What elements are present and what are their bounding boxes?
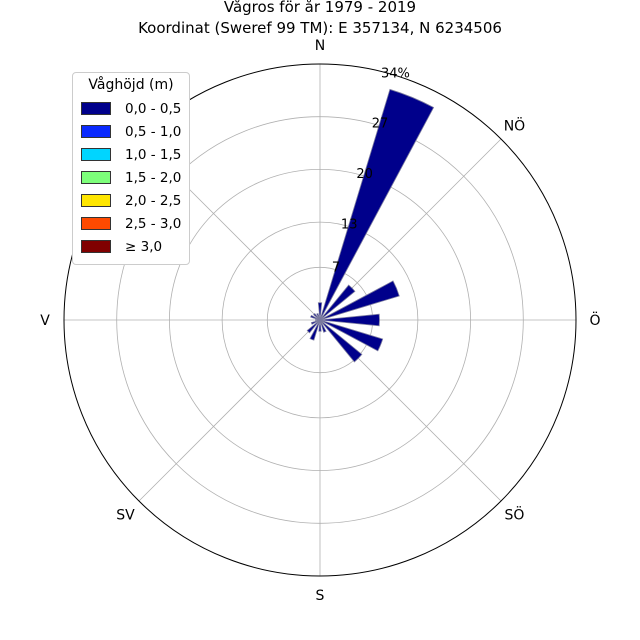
legend-item: 1,5 - 2,0 xyxy=(81,166,181,189)
legend-label: 0,0 - 0,5 xyxy=(125,100,182,117)
rose-bar xyxy=(306,319,321,334)
legend-label: 1,5 - 2,0 xyxy=(125,169,182,186)
radial-tick-label: 34% xyxy=(381,66,410,81)
direction-label: SÖ xyxy=(505,505,525,523)
legend-swatch xyxy=(81,125,111,138)
legend-title: Våghöjd (m) xyxy=(88,77,174,93)
rose-bar xyxy=(310,314,321,321)
direction-label: Ö xyxy=(589,311,600,329)
direction-label: NÖ xyxy=(504,117,526,135)
bars-group xyxy=(306,88,435,363)
legend-label: 1,0 - 1,5 xyxy=(125,146,182,163)
rose-bar xyxy=(319,313,380,327)
chart-title-line-2: Koordinat (Sweref 99 TM): E 357134, N 62… xyxy=(138,19,502,37)
legend-swatch xyxy=(81,240,111,253)
angular-gridline xyxy=(138,319,321,502)
radial-tick-label: 13 xyxy=(341,217,358,232)
rose-bar xyxy=(319,319,327,333)
legend-item: 0,5 - 1,0 xyxy=(81,120,181,143)
rose-bar xyxy=(319,319,384,352)
rose-bar xyxy=(318,319,322,332)
rose-bar xyxy=(309,319,321,341)
legend-item: 2,0 - 2,5 xyxy=(81,189,181,212)
rose-bar xyxy=(319,284,356,321)
legend-item: ≥ 3,0 xyxy=(81,235,181,258)
chart-title-line-1: Vågros för år 1979 - 2019 xyxy=(224,0,416,16)
legend-swatch xyxy=(81,171,111,184)
legend-item: 0,0 - 0,5 xyxy=(81,97,181,120)
legend-label: 0,5 - 1,0 xyxy=(125,123,182,140)
legend-label: 2,5 - 3,0 xyxy=(125,215,182,232)
rose-bar xyxy=(319,88,435,321)
legend-swatch xyxy=(81,217,111,230)
rose-bar xyxy=(316,313,321,321)
radial-tick-label: 20 xyxy=(356,167,373,182)
direction-label: V xyxy=(40,313,50,329)
rose-bar xyxy=(319,319,363,363)
legend-swatch xyxy=(81,194,111,207)
direction-label: S xyxy=(316,588,325,604)
radial-tick-label: 27 xyxy=(372,117,389,132)
rose-bar xyxy=(315,319,321,321)
rose-bar xyxy=(317,302,323,321)
rose-bar xyxy=(313,313,321,321)
rose-bar xyxy=(319,280,400,321)
rose-bar xyxy=(310,319,321,325)
radial-tick-label: 7 xyxy=(332,261,340,276)
legend-item: 1,0 - 1,5 xyxy=(81,143,181,166)
legend: Våghöjd (m) 0,0 - 0,5 0,5 - 1,0 1,0 - 1,… xyxy=(72,72,190,265)
legend-swatch xyxy=(81,102,111,115)
legend-item: 2,5 - 3,0 xyxy=(81,212,181,235)
legend-label: 2,0 - 2,5 xyxy=(125,192,182,209)
direction-label: SV xyxy=(116,507,135,523)
direction-label: N xyxy=(315,38,325,54)
legend-swatch xyxy=(81,148,111,161)
legend-label: ≥ 3,0 xyxy=(125,238,163,255)
polar-frame xyxy=(63,63,577,577)
